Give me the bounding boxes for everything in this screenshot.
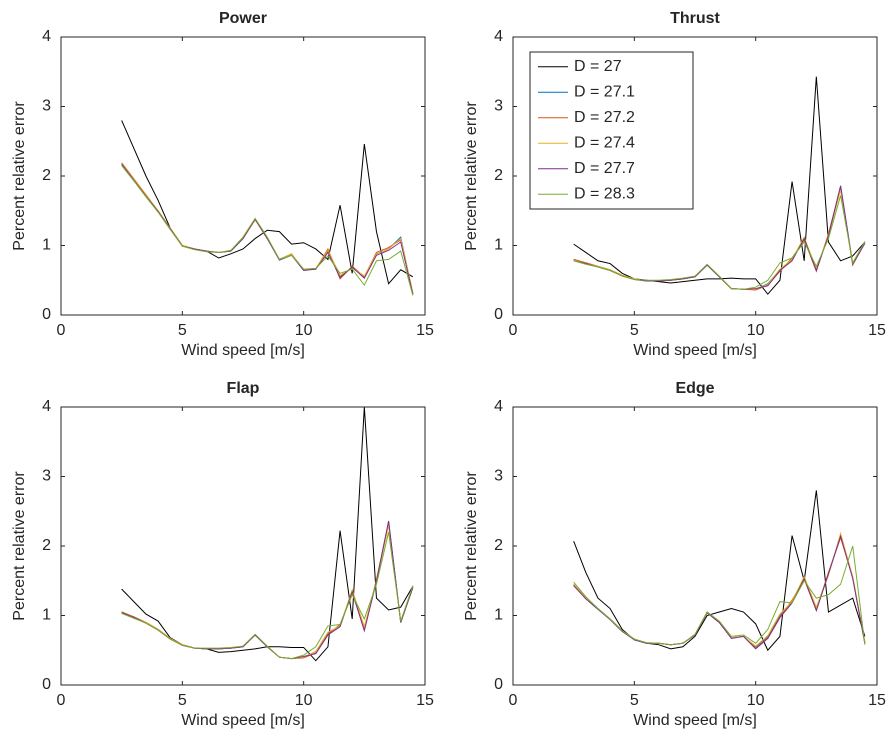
y-tick-label: 3 [42, 468, 51, 485]
axes-box [60, 406, 426, 686]
x-axis-label: Wind speed [m/s] [181, 342, 305, 359]
x-tick-label: 10 [295, 322, 313, 339]
x-tick-label: 5 [178, 692, 187, 709]
y-axis-label: Percent relative error [463, 471, 480, 621]
plot-area [513, 407, 877, 685]
chart-title: Flap [227, 380, 260, 397]
y-tick-label: 2 [494, 537, 503, 554]
x-tick-label: 0 [57, 322, 66, 339]
y-axis-label: Percent relative error [11, 101, 28, 251]
plot-area [61, 37, 425, 315]
x-tick-label: 15 [416, 692, 434, 709]
data-line [573, 195, 866, 290]
x-tick-label: 5 [178, 322, 187, 339]
axes-box [512, 36, 878, 316]
legend-label: D = 27.7 [574, 160, 635, 177]
y-tick-label: 1 [494, 237, 503, 254]
x-tick-label: 15 [416, 322, 434, 339]
y-tick-label: 0 [42, 676, 51, 693]
y-tick-label: 3 [494, 98, 503, 115]
y-tick-label: 2 [494, 167, 503, 184]
y-tick-label: 4 [42, 398, 51, 415]
chart-title: Thrust [670, 10, 720, 27]
data-line [573, 534, 866, 650]
data-line [573, 490, 866, 652]
x-axis-label: Wind speed [m/s] [633, 712, 757, 729]
x-tick-label: 10 [295, 692, 313, 709]
x-tick-label: 15 [868, 322, 886, 339]
chart-title: Edge [675, 380, 714, 397]
legend-label: D = 27.2 [574, 109, 635, 126]
y-tick-label: 2 [42, 537, 51, 554]
legend-box [529, 51, 694, 210]
y-tick-label: 1 [494, 607, 503, 624]
legend-label: D = 27 [574, 58, 622, 75]
y-tick-label: 1 [42, 237, 51, 254]
data-line [573, 545, 866, 646]
data-line [573, 76, 866, 295]
y-tick-label: 3 [42, 98, 51, 115]
y-tick-label: 0 [494, 676, 503, 693]
legend-label: D = 27.1 [574, 83, 635, 100]
y-tick-label: 4 [494, 28, 503, 45]
chart-title: Power [219, 10, 267, 27]
y-tick-label: 2 [42, 167, 51, 184]
y-tick-label: 4 [42, 28, 51, 45]
x-tick-label: 10 [747, 322, 765, 339]
y-axis-label: Percent relative error [11, 471, 28, 621]
x-tick-label: 0 [509, 692, 518, 709]
plot-area [61, 407, 425, 685]
data-line [121, 531, 414, 660]
x-tick-label: 5 [630, 322, 639, 339]
y-axis-label: Percent relative error [463, 101, 480, 251]
y-tick-label: 0 [494, 306, 503, 323]
x-tick-label: 10 [747, 692, 765, 709]
x-tick-label: 5 [630, 692, 639, 709]
axes-box [512, 406, 878, 686]
y-tick-label: 1 [42, 607, 51, 624]
x-tick-label: 15 [868, 692, 886, 709]
y-tick-label: 4 [494, 398, 503, 415]
legend-label: D = 27.4 [574, 134, 635, 151]
x-tick-label: 0 [57, 692, 66, 709]
y-tick-label: 0 [42, 306, 51, 323]
axes-box [60, 36, 426, 316]
legend-label: D = 28.3 [574, 185, 635, 202]
x-axis-label: Wind speed [m/s] [181, 712, 305, 729]
x-tick-label: 0 [509, 322, 518, 339]
data-line [121, 165, 414, 296]
y-tick-label: 3 [494, 468, 503, 485]
x-axis-label: Wind speed [m/s] [633, 342, 757, 359]
